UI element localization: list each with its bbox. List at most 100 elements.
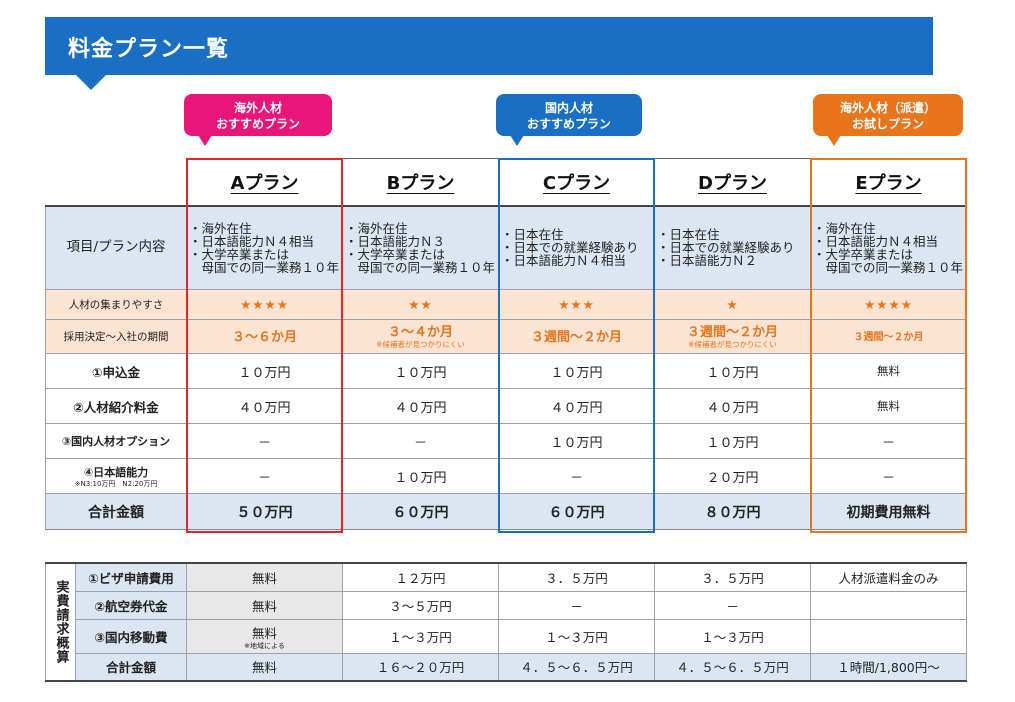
actual-cell: １２万円 bbox=[342, 562, 499, 592]
fee-cell: １０万円 bbox=[186, 353, 343, 389]
total-cell: 初期費用無料 bbox=[810, 493, 967, 530]
cond-line: ・大学卒業または bbox=[189, 246, 290, 262]
callout-c-line2: おすすめプラン bbox=[526, 117, 611, 131]
actual-row-label: ②航空券代金 bbox=[75, 590, 187, 620]
fee4-label: ④日本語能力 bbox=[83, 466, 149, 479]
fee-cell: － bbox=[498, 458, 655, 494]
actual-cell: － bbox=[654, 590, 811, 620]
cond-line: ・日本在住 bbox=[501, 227, 564, 243]
actual-row-label: ③国内移動費 bbox=[75, 618, 187, 654]
actual-cell: 無料 ※地域による bbox=[186, 618, 343, 654]
cond-line: ・海外在住 bbox=[189, 220, 252, 236]
fee-cell: ４０万円 bbox=[186, 388, 343, 424]
header-blank bbox=[45, 158, 187, 207]
period-value: ３週間～２か月 bbox=[686, 325, 778, 340]
callout-c-line1: 国内人材 bbox=[544, 101, 593, 115]
actual-total-cell: １時間/1,800円～ bbox=[810, 652, 967, 682]
plan-c-title: Cプラン bbox=[498, 158, 655, 207]
cond-line: ・海外在住 bbox=[345, 220, 408, 236]
fee-cell: ４０万円 bbox=[654, 388, 811, 424]
plan-b-title: Bプラン bbox=[342, 158, 499, 207]
conditions-cell: ・海外在住 ・日本語能力Ｎ３ ・大学卒業または 母国での同一業務１０年 bbox=[342, 205, 499, 290]
total-label: 合計金額 bbox=[45, 493, 187, 530]
period-label: 採用決定～入社の期間 bbox=[45, 319, 187, 354]
actual-total-row: 合計金額 無料 １６～２０万円 ４．５～６．５万円 ４．５～６．５万円 １時間/… bbox=[46, 652, 967, 682]
fee-cell: １０万円 bbox=[342, 353, 499, 389]
actual-row: 実費請求概算 ①ビザ申請費用 無料 １２万円 ３．５万円 ３．５万円 人材派遣料… bbox=[45, 562, 967, 682]
period-note: ※候補者が見つかりにくい bbox=[688, 340, 777, 349]
fee-cell: 無料 bbox=[810, 388, 967, 424]
actual-cell-note: ※地域による bbox=[244, 641, 285, 650]
period-cell: ３週間～２か月 bbox=[810, 319, 967, 354]
actual-cell: ３．５万円 bbox=[498, 562, 655, 592]
fee4-note: ※N3:10万円 N2:20万円 bbox=[74, 480, 158, 488]
cond-line: ・日本語能力Ｎ４相当 bbox=[189, 233, 315, 249]
actual-cell: ３～５万円 bbox=[342, 590, 499, 620]
total-cell: ５０万円 bbox=[186, 493, 343, 530]
plan-header-row: Aプラン Bプラン Cプラン Dプラン Eプラン bbox=[45, 158, 967, 207]
fee2-label: ②人材紹介料金 bbox=[45, 388, 187, 424]
actual-cell: 無料 bbox=[186, 562, 343, 592]
period-value: ３週間～２か月 bbox=[853, 332, 924, 343]
cond-line: ・日本在住 bbox=[657, 227, 720, 243]
total-cell: ６０万円 bbox=[342, 493, 499, 530]
actual-cell: 人材派遣料金のみ bbox=[810, 562, 967, 592]
fee-cell: － bbox=[342, 423, 499, 459]
plan-table: Aプラン Bプラン Cプラン Dプラン Eプラン 項目/プラン内容 ・海外在住・… bbox=[45, 158, 967, 530]
callout-e-line1: 海外人材（派遣） bbox=[839, 101, 936, 115]
page-title: 料金プラン一覧 bbox=[68, 37, 230, 62]
period-value: ３週間～２か月 bbox=[530, 329, 622, 345]
cond-line: ・日本での就業経験あり bbox=[501, 240, 639, 256]
banner-pointer bbox=[76, 75, 106, 90]
fee4-label-cell: ④日本語能力 ※N3:10万円 N2:20万円 bbox=[45, 458, 187, 494]
fee-cell: ４０万円 bbox=[498, 388, 655, 424]
actual-total-cell: １６～２０万円 bbox=[342, 652, 499, 682]
actual-row: ②航空券代金 無料 ３～５万円 － － bbox=[46, 590, 967, 620]
conditions-cell: ・日本在住 ・日本での就業経験あり ・日本語能力Ｎ４相当 bbox=[498, 205, 655, 290]
fee-cell: 無料 bbox=[810, 353, 967, 389]
total-cell: ８０万円 bbox=[654, 493, 811, 530]
cond-line: ・日本語能力Ｎ４相当 bbox=[501, 253, 627, 269]
actual-cell: １～３万円 bbox=[342, 618, 499, 654]
fee-cell: １０万円 bbox=[498, 353, 655, 389]
actual-cell: 無料 bbox=[186, 590, 343, 620]
actual-side-label: 実費請求概算 bbox=[45, 562, 76, 682]
fee-cell: １０万円 bbox=[654, 423, 811, 459]
callout-a-line2: おすすめプラン bbox=[215, 117, 300, 131]
period-value: ３～４か月 bbox=[387, 325, 453, 340]
cond-line: 母国での同一業務１０年 bbox=[189, 259, 340, 275]
cond-line: ・海外在住 bbox=[813, 220, 876, 236]
callout-plan-c: 国内人材 おすすめプラン bbox=[496, 94, 642, 146]
fee-cell: １０万円 bbox=[654, 353, 811, 389]
period-cell: ３週間～２か月 ※候補者が見つかりにくい bbox=[654, 319, 811, 354]
period-row: 採用決定～入社の期間 ３～６か月 ３～４か月 ※候補者が見つかりにくい ３週間～２… bbox=[45, 319, 967, 354]
callout-plan-e: 海外人材（派遣） お試しプラン bbox=[813, 94, 963, 146]
fee-cell: － bbox=[186, 423, 343, 459]
actual-row: ③国内移動費 無料 ※地域による １～３万円 １～３万円 １～３万円 bbox=[46, 618, 967, 654]
actual-cost-table: 実費請求概算 ①ビザ申請費用 無料 １２万円 ３．５万円 ３．５万円 人材派遣料… bbox=[45, 562, 967, 682]
star-rating: ★★ bbox=[342, 289, 499, 320]
fee-cell: － bbox=[810, 423, 967, 459]
period-value: ３～６か月 bbox=[231, 329, 297, 345]
actual-total-cell: ４．５～６．５万円 bbox=[654, 652, 811, 682]
fee-cell: － bbox=[186, 458, 343, 494]
cond-line: 母国での同一業務１０年 bbox=[813, 259, 964, 275]
actual-side-text: 実費請求概算 bbox=[53, 580, 69, 664]
plan-d-title: Dプラン bbox=[654, 158, 811, 207]
ease-label: 人材の集まりやすさ bbox=[45, 289, 187, 320]
actual-total-cell: ４．５～６．５万円 bbox=[498, 652, 655, 682]
actual-cell: １～３万円 bbox=[498, 618, 655, 654]
fee-cell: ４０万円 bbox=[342, 388, 499, 424]
plan-a-title: Aプラン bbox=[186, 158, 343, 207]
period-cell: ３～６か月 bbox=[186, 319, 343, 354]
actual-cell: ３．５万円 bbox=[654, 562, 811, 592]
conditions-cell: ・日本在住 ・日本での就業経験あり ・日本語能力Ｎ２ bbox=[654, 205, 811, 290]
callout-c-tail bbox=[510, 135, 524, 146]
fee1-row: ①申込金 １０万円 １０万円 １０万円 １０万円 無料 bbox=[45, 353, 967, 389]
total-row: 合計金額 ５０万円 ６０万円 ６０万円 ８０万円 初期費用無料 bbox=[45, 493, 967, 530]
fee4-row: ④日本語能力 ※N3:10万円 N2:20万円 － １０万円 － ２０万円 － bbox=[45, 458, 967, 494]
fee3-label: ③国内人材オプション bbox=[45, 423, 187, 459]
period-cell: ３週間～２か月 bbox=[498, 319, 655, 354]
callout-a-tail bbox=[198, 135, 212, 146]
actual-cell: － bbox=[498, 590, 655, 620]
